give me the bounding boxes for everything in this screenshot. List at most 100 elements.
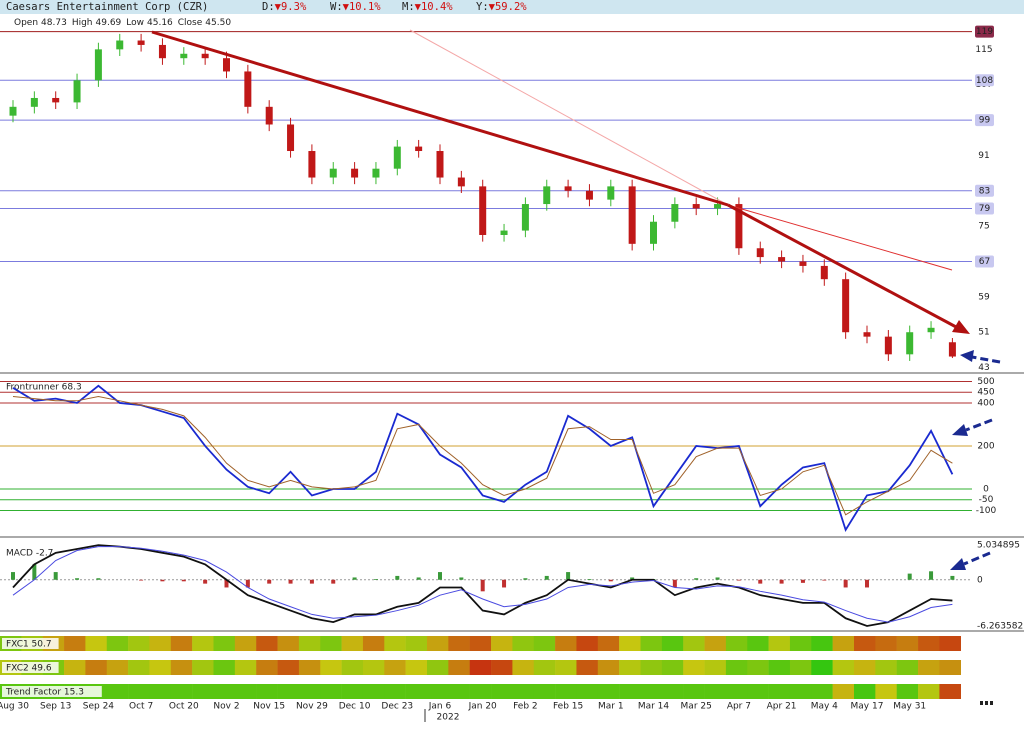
histogram-bar	[288, 579, 293, 584]
heat-cell	[341, 660, 364, 675]
strip-title: FXC2 49.6	[6, 664, 52, 674]
heat-cell	[234, 636, 257, 651]
heat-cell	[576, 660, 599, 675]
heat-cell	[661, 660, 684, 675]
heat-cell	[939, 684, 961, 699]
histogram-bar	[587, 578, 592, 580]
histogram-bar	[331, 579, 336, 584]
y-tick-label: -100	[976, 506, 997, 516]
heat-cell	[362, 636, 385, 651]
level-label: 119	[976, 27, 993, 37]
heat-cell	[362, 660, 385, 675]
histogram-bar	[907, 573, 912, 580]
heat-cell	[768, 636, 791, 651]
heat-cell	[896, 636, 919, 651]
candle-body	[585, 190, 593, 200]
heat-cell	[106, 684, 129, 699]
histogram-bar	[523, 578, 528, 580]
level-box	[975, 255, 994, 268]
candle-body	[863, 332, 871, 337]
heat-cell	[918, 660, 940, 675]
x-tick-label: Mar 25	[681, 702, 712, 712]
candle-body	[244, 71, 252, 107]
histogram-bar	[11, 572, 15, 580]
heat-cell	[619, 684, 641, 699]
x-tick-label: Nov 2	[213, 702, 239, 712]
heat-cell	[298, 636, 321, 651]
heat-cell	[256, 636, 278, 651]
candle-body	[521, 204, 529, 231]
x-tick-label: Nov 29	[296, 702, 328, 712]
heat-cell	[128, 660, 150, 675]
pointer-arrow	[971, 355, 1001, 364]
heat-cell	[747, 684, 769, 699]
histogram-bar	[245, 579, 250, 588]
candle-body	[906, 332, 914, 355]
x-tick-label: Sep 13	[40, 702, 71, 712]
heat-cell	[875, 684, 897, 699]
y-tick-label: 43	[978, 363, 989, 373]
y-tick-label: 51	[978, 328, 989, 338]
arrow-head	[950, 558, 966, 570]
heat-cell	[768, 684, 791, 699]
heat-cell	[427, 636, 449, 651]
candle-body	[628, 186, 636, 244]
heat-cell	[789, 636, 812, 651]
y-tick-label: 400	[977, 398, 994, 408]
x-tick-label: Aug 30	[0, 702, 29, 712]
candle-body	[500, 230, 508, 235]
heat-cell	[555, 636, 577, 651]
histogram-bar	[160, 579, 165, 582]
heat-cell	[661, 684, 684, 699]
candle-body	[756, 248, 764, 258]
heat-cell	[555, 660, 577, 675]
heat-cell	[64, 660, 86, 675]
candle-body	[9, 106, 17, 116]
heat-cell	[106, 660, 129, 675]
candle-body	[607, 186, 615, 200]
heat-cell	[384, 684, 406, 699]
ohlc-value: 48.73	[41, 18, 67, 28]
candle-body	[543, 186, 551, 205]
x-tick-label: Dec 10	[339, 702, 371, 712]
x-tick-label: Apr 7	[727, 702, 751, 712]
candle-body	[884, 336, 892, 355]
stat: W:▼10.1%	[330, 1, 381, 13]
heat-cell	[213, 660, 236, 675]
histogram-bar	[694, 578, 699, 580]
x-tick-label: Mar 14	[638, 702, 670, 712]
x-tick-label: May 4	[811, 702, 838, 712]
level-box	[975, 74, 994, 87]
heat-cell	[448, 660, 470, 675]
candle-body	[692, 204, 700, 209]
candle-body	[158, 44, 166, 59]
y-tick-label: -6.263582	[977, 622, 1023, 632]
histogram-bar	[75, 578, 80, 580]
stat-label: Y:	[476, 1, 489, 13]
heat-cell	[939, 636, 961, 651]
menu-icon[interactable]	[980, 701, 983, 705]
y-tick-label: 75	[978, 222, 989, 232]
heat-cell	[170, 660, 193, 675]
menu-icon[interactable]	[985, 701, 988, 705]
ohlc-label: Open	[14, 18, 38, 28]
heat-cell	[725, 660, 748, 675]
heat-cell	[789, 660, 812, 675]
heat-cell	[811, 684, 833, 699]
histogram-bar	[224, 579, 229, 588]
heat-cell	[213, 684, 236, 699]
stat: Y:▼59.2%	[476, 1, 527, 13]
candle-body	[265, 106, 273, 125]
menu-icon[interactable]	[990, 701, 993, 705]
histogram-bar	[608, 579, 613, 582]
candle-body	[671, 204, 679, 222]
heat-cell	[405, 636, 428, 651]
heat-cell	[149, 684, 172, 699]
series-line	[12, 544, 953, 627]
strip-title: Trend Factor 15.3	[5, 688, 84, 698]
heat-cell	[469, 636, 492, 651]
histogram-bar	[181, 579, 186, 582]
heat-cell	[597, 660, 620, 675]
heat-cell	[149, 636, 172, 651]
heat-cell	[106, 636, 129, 651]
